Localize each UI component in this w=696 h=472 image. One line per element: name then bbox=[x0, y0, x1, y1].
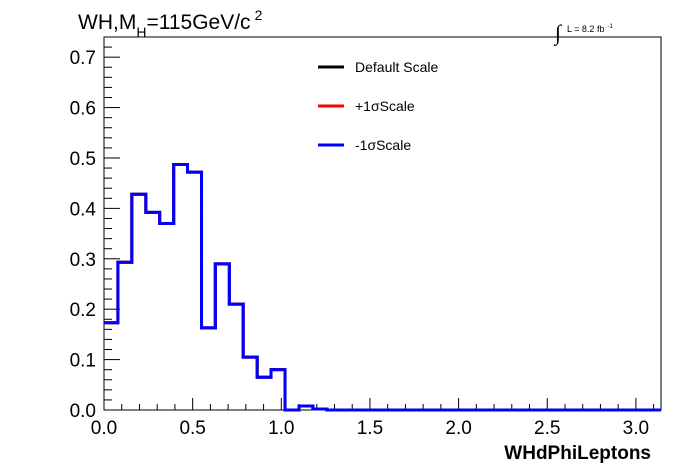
x-axis-label: WHdPhiLeptons bbox=[504, 443, 651, 464]
y-tick-label: 0.7 bbox=[70, 48, 96, 69]
plot-frame bbox=[103, 36, 662, 411]
series-line-default-scale bbox=[104, 163, 661, 412]
y-axis: 0.0 0.1 0.2 0.3 0.4 0.5 0.6 0.7 bbox=[70, 46, 120, 422]
legend: Default Scale +1σScale -1σScale bbox=[318, 59, 438, 153]
y-tick-label: 0.3 bbox=[70, 250, 96, 271]
x-tick-label: 3.0 bbox=[623, 418, 649, 439]
x-tick-label: 1.5 bbox=[357, 418, 383, 439]
integral-symbol: ∫ bbox=[553, 20, 563, 46]
legend-entry-label: -1σScale bbox=[355, 137, 411, 153]
y-tick-label: 0.4 bbox=[70, 199, 97, 220]
y-tick-label: 0.1 bbox=[70, 351, 96, 372]
series-line--1-scale bbox=[104, 163, 661, 412]
x-tick-label: 2.5 bbox=[534, 418, 560, 439]
y-tick-label: 0.5 bbox=[70, 149, 96, 170]
x-axis: 0.0 0.5 1.0 1.5 2.0 2.5 3.0 bbox=[91, 398, 655, 439]
x-tick-label: 0.0 bbox=[91, 418, 117, 439]
x-tick-label: 1.0 bbox=[268, 418, 294, 439]
legend-entry-label: Default Scale bbox=[355, 59, 438, 75]
series-layer bbox=[104, 163, 661, 412]
x-tick-label: 2.0 bbox=[445, 418, 471, 439]
y-tick-label: 0.0 bbox=[70, 401, 96, 422]
y-tick-label: 0.6 bbox=[70, 99, 96, 120]
chart-title: WH,MH=115GeV/c 2 bbox=[78, 7, 263, 40]
legend-entry-label: +1σScale bbox=[355, 98, 415, 114]
y-tick-label: 0.2 bbox=[70, 300, 96, 321]
series-line--1-scale bbox=[104, 163, 661, 412]
x-tick-label: 0.5 bbox=[179, 418, 205, 439]
lumi-label: L = 8.2 fb -1 bbox=[567, 24, 613, 34]
